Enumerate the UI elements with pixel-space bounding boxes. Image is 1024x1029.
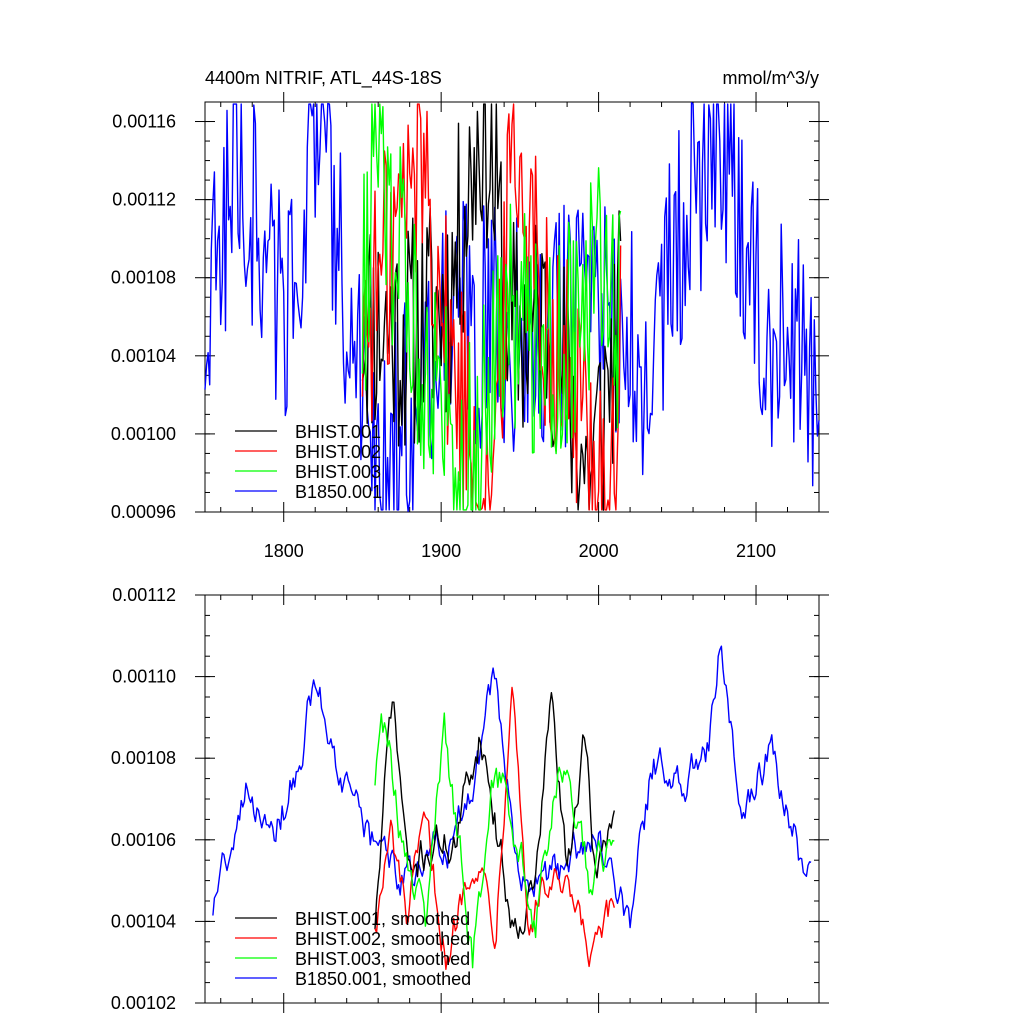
panel-top-frame xyxy=(204,101,820,513)
legend-label-bhist001: BHIST.001 xyxy=(295,422,381,442)
bottom-y-tick-label-0: 0.00102 xyxy=(111,993,176,1013)
bottom-y-tick-label-2: 0.00106 xyxy=(111,830,176,850)
top-x-tick-label-1: 1900 xyxy=(421,541,461,561)
legend-label-bhist003: BHIST.003 xyxy=(295,462,381,482)
top-y-tick-label-0: 0.00096 xyxy=(111,502,176,522)
legend-label-bhist002-smoothed: BHIST.002, smoothed xyxy=(295,929,470,949)
panel-top-series xyxy=(204,101,820,512)
p2-series-line-bhist-003-smoothed xyxy=(374,712,615,969)
panel-top: 4400m NITRIF, ATL_44S-18S mmol/m^3/y 0.0… xyxy=(111,68,829,561)
top-x-tick-label-2: 2000 xyxy=(579,541,619,561)
bottom-y-tick-label-1: 0.00104 xyxy=(111,911,176,931)
legend-label-bhist002: BHIST.002 xyxy=(295,442,381,462)
panel-top-title: 4400m NITRIF, ATL_44S-18S xyxy=(205,68,442,89)
p1-series-line-b1850-001 xyxy=(204,101,820,512)
top-y-tick-label-4: 0.00112 xyxy=(112,190,176,210)
top-x-tick-label-3: 2100 xyxy=(736,541,776,561)
top-y-tick-label-5: 0.00116 xyxy=(112,112,176,132)
p1-series-line-bhist-003 xyxy=(361,103,622,511)
panel-bottom-series xyxy=(212,645,812,970)
legend-label-bhist003-smoothed: BHIST.003, smoothed xyxy=(295,949,470,969)
legend-label-b1850001-smoothed: B1850.001, smoothed xyxy=(295,969,471,989)
bottom-y-tick-label-3: 0.00108 xyxy=(111,748,176,768)
bottom-y-tick-label-4: 0.00110 xyxy=(112,667,176,687)
panel-bottom: 0.00102 0.00104 0.00106 0.00108 0.00110 … xyxy=(111,585,829,1013)
panel-top-ticks xyxy=(195,92,829,522)
panel-bottom-legend: BHIST.001, smoothed BHIST.002, smoothed … xyxy=(235,909,471,989)
top-x-tick-label-0: 1800 xyxy=(264,541,304,561)
p2-series-line-bhist-001-smoothed xyxy=(374,692,615,939)
legend-label-bhist001-smoothed: BHIST.001, smoothed xyxy=(295,909,470,929)
legend-label-b1850001: B1850.001 xyxy=(295,482,382,502)
p1-series-line-bhist-001 xyxy=(361,103,622,511)
panel-top-legend: BHIST.001 BHIST.002 BHIST.003 B1850.001 xyxy=(235,422,382,502)
p2-series-line-b1850-001-smoothed xyxy=(212,645,812,929)
p2-series-line-bhist-002-smoothed xyxy=(374,686,615,970)
top-y-tick-label-3: 0.00108 xyxy=(111,268,176,288)
panel-top-units: mmol/m^3/y xyxy=(723,68,819,88)
top-y-tick-label-1: 0.00100 xyxy=(111,424,176,444)
bottom-y-tick-label-5: 0.00112 xyxy=(112,585,176,605)
panel-bottom-ticks xyxy=(195,585,829,1013)
top-y-tick-label-2: 0.00104 xyxy=(111,346,176,366)
